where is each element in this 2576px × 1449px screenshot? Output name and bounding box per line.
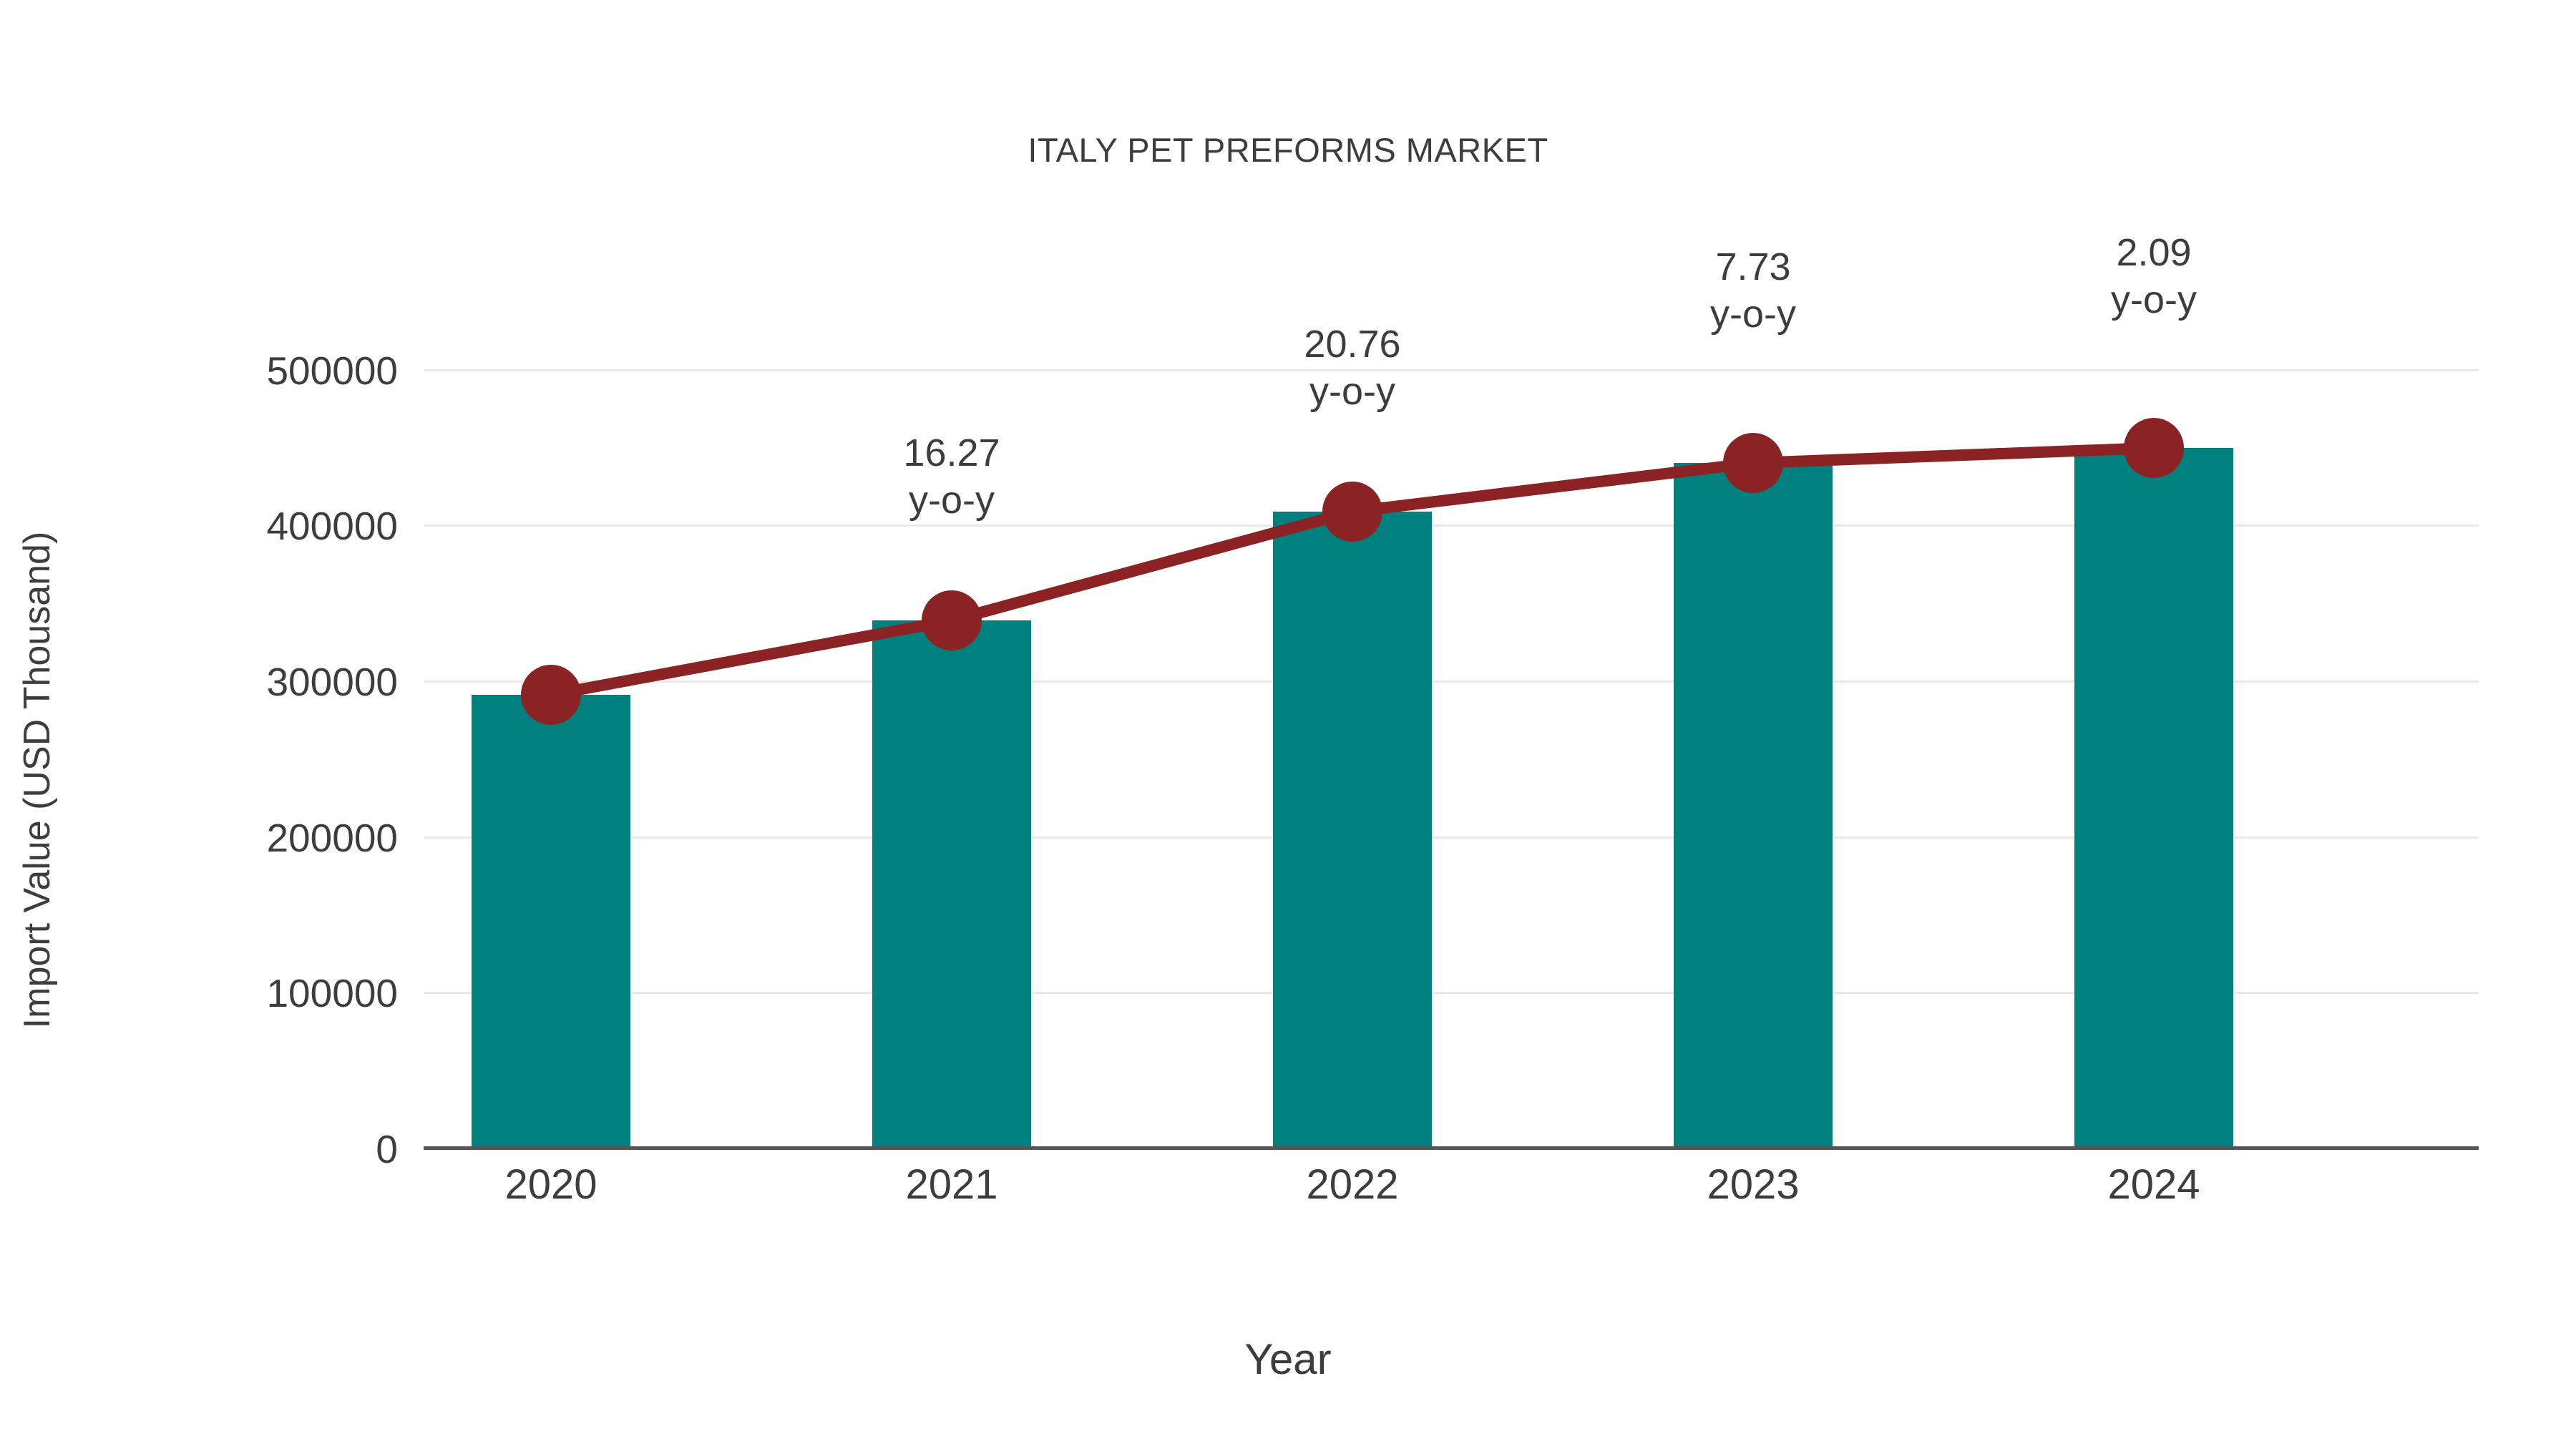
gridline-500000 <box>424 369 2479 371</box>
xtick-label-2021: 2021 <box>905 1161 998 1208</box>
bar-2024[interactable] <box>2074 448 2233 1148</box>
xtick-label-2023: 2023 <box>1707 1161 1800 1208</box>
x-axis-line <box>424 1146 2479 1150</box>
data-label-2021: 16.27 y-o-y <box>787 429 1116 524</box>
ytick-label-500000: 500000 <box>266 348 398 393</box>
bar-2023[interactable] <box>1674 463 1833 1148</box>
ytick-label-100000: 100000 <box>266 971 398 1015</box>
data-label-2023: 7.73 y-o-y <box>1589 243 1918 338</box>
data-label-2021-unit: y-o-y <box>909 479 995 522</box>
data-label-2022-unit: y-o-y <box>1309 370 1395 413</box>
ytick-label-300000: 300000 <box>266 660 398 704</box>
bar-2020[interactable] <box>472 695 630 1148</box>
gridline-100000 <box>424 992 2479 994</box>
data-label-2024-value: 2.09 <box>2116 231 2192 274</box>
bar-2022[interactable] <box>1273 512 1432 1148</box>
data-label-2022-value: 20.76 <box>1304 323 1401 366</box>
ytick-label-200000: 200000 <box>266 816 398 860</box>
data-label-2024-unit: y-o-y <box>2111 278 2197 321</box>
x-axis-title: Year <box>1244 1335 1332 1383</box>
data-label-2023-unit: y-o-y <box>1710 293 1796 336</box>
data-label-2022: 20.76 y-o-y <box>1188 321 1517 415</box>
xtick-label-2024: 2024 <box>2107 1161 2200 1208</box>
xtick-label-2020: 2020 <box>504 1161 597 1208</box>
data-label-2023-value: 7.73 <box>1715 245 1791 288</box>
xtick-label-2022: 2022 <box>1306 1161 1399 1208</box>
bar-2021[interactable] <box>872 620 1031 1148</box>
chart-title: ITALY PET PREFORMS MARKET <box>1028 131 1548 169</box>
data-label-2024: 2.09 y-o-y <box>1989 229 2318 323</box>
ytick-label-0: 0 <box>376 1127 398 1171</box>
data-label-2021-value: 16.27 <box>903 431 1000 474</box>
ytick-label-400000: 400000 <box>266 504 398 548</box>
gridline-200000 <box>424 836 2479 839</box>
